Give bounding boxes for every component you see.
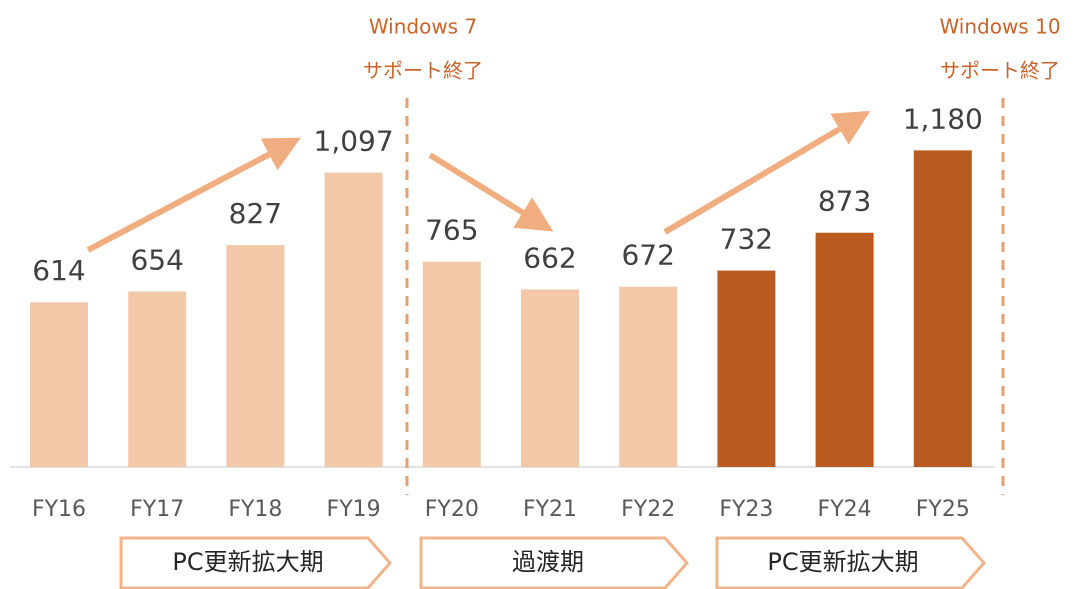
phase-chevron: [119, 536, 392, 589]
x-tick-label: FY19: [327, 497, 381, 522]
bar: [717, 270, 776, 467]
phase-label: PC更新拡大期: [767, 548, 918, 576]
bar: [913, 150, 972, 467]
phase-chevron: [715, 536, 986, 589]
bar: [128, 291, 187, 467]
value-label: 1,180: [903, 102, 983, 135]
x-tick-label: FY22: [621, 497, 675, 522]
value-label: 765: [425, 214, 478, 247]
value-label: 662: [523, 241, 576, 274]
value-label: 732: [720, 223, 773, 256]
phase-label: PC更新拡大期: [172, 548, 323, 576]
bar: [30, 302, 88, 467]
value-label: 873: [818, 185, 871, 218]
x-tick-label: FY24: [818, 497, 872, 522]
value-label: 1,097: [314, 125, 394, 158]
value-label: 672: [621, 239, 674, 272]
x-tick-label: FY23: [719, 497, 773, 522]
bar: [422, 261, 481, 467]
x-tick-label: FY17: [130, 497, 184, 522]
x-tick-label: FY20: [425, 497, 479, 522]
annotation: サポート終了: [363, 59, 483, 83]
annotation: Windows 10: [939, 15, 1060, 39]
bar: [226, 245, 285, 467]
x-tick-label: FY18: [228, 497, 282, 522]
value-label: 654: [130, 244, 183, 277]
trend-arrow: [663, 110, 871, 235]
bar: [521, 289, 579, 467]
x-tick-label: FY16: [32, 497, 86, 522]
value-label: 827: [229, 197, 282, 230]
bar: [815, 232, 874, 467]
bar: [324, 172, 383, 467]
value-label: 614: [32, 254, 85, 287]
trend-arrow: [428, 152, 554, 232]
annotation: Windows 7: [369, 15, 477, 39]
annotation: サポート終了: [940, 59, 1060, 83]
x-tick-label: FY25: [916, 497, 970, 522]
bar: [619, 286, 678, 467]
phase-label: 過渡期: [512, 548, 584, 576]
trend-arrow: [86, 137, 301, 253]
x-tick-label: FY21: [523, 497, 577, 522]
phase-chevron: [419, 536, 689, 589]
